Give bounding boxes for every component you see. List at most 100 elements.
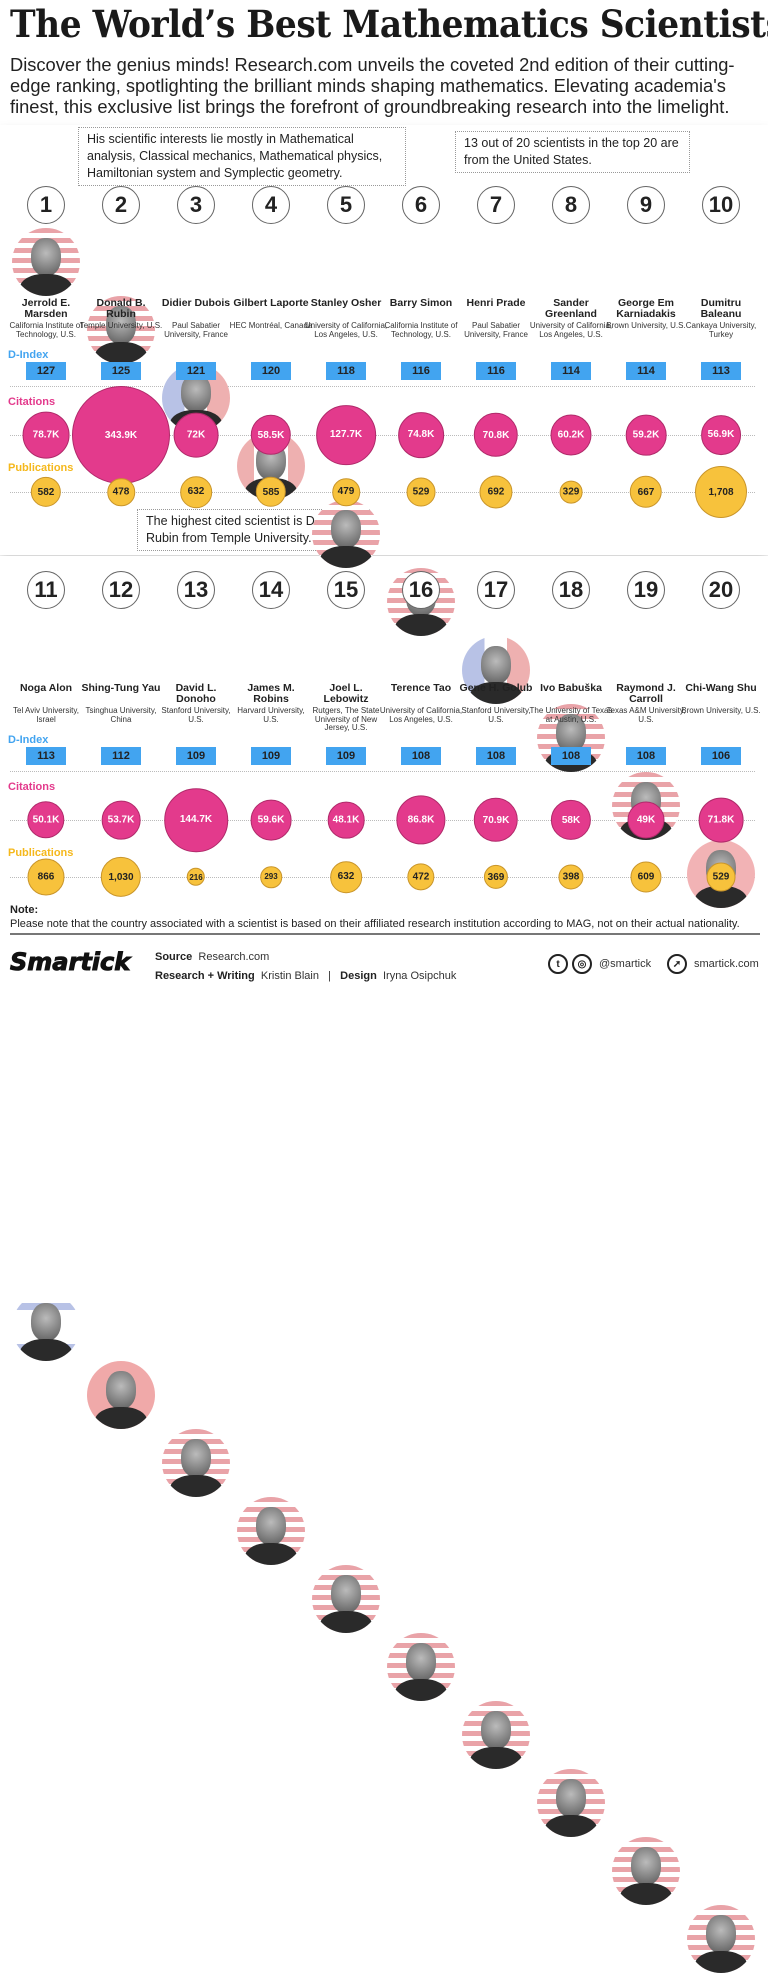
social-handle[interactable]: @smartick [599, 958, 652, 970]
scientist-affiliation: California Institute of Technology, U.S. [9, 321, 83, 339]
rank-badge: 1 [27, 186, 65, 224]
portrait-head [181, 1439, 211, 1477]
portrait-head [556, 714, 586, 752]
citations-bubble: 58K [550, 799, 592, 841]
scientist-name: George Em Karniadakis [616, 297, 676, 320]
publications-bubble: 667 [629, 475, 663, 509]
instagram-icon[interactable]: ◎ [572, 954, 592, 974]
scientist-name: Dumitru Baleanu [700, 297, 742, 320]
scientist-affiliation: The University of Texas at Austin, U.S. [529, 706, 613, 724]
divider-line [10, 386, 755, 387]
citations-bubble: 70.8K [473, 412, 519, 458]
portrait-head [331, 1575, 361, 1613]
scientist-affiliation: Stanford University, U.S. [461, 706, 531, 724]
rank-badge: 5 [327, 186, 365, 224]
portrait-body [545, 1815, 597, 1837]
publications-bubble: 632 [330, 861, 362, 893]
page-title: The World’s Best Mathematics Scientists [10, 2, 768, 46]
publications-bubble: 1,708 [695, 466, 747, 518]
callout-marsden: His scientific interests lie mostly in M… [78, 127, 406, 186]
scientist-affiliation: Tsinghua University, China [85, 706, 157, 724]
portrait-head [631, 1847, 661, 1885]
rank-badge: 15 [327, 571, 365, 609]
portrait-head [106, 306, 136, 344]
scientist-photo [387, 1633, 455, 1701]
portrait-head [106, 1371, 136, 1409]
twitter-icon[interactable]: t [548, 954, 568, 974]
rank-badge: 11 [27, 571, 65, 609]
scientist-photo [237, 1497, 305, 1565]
citations-bubble: 86.8K [396, 795, 446, 845]
callout-us-count: 13 out of 20 scientists in the top 20 ar… [455, 131, 690, 173]
publications-bubble: 398 [558, 864, 584, 890]
portrait-body [695, 886, 747, 908]
portrait-head [256, 1507, 286, 1545]
publications-bubble: 478 [107, 478, 135, 506]
portrait-head [331, 510, 361, 548]
portrait-body [170, 1475, 222, 1497]
publications-bubble: 329 [559, 480, 583, 504]
rank-badge: 6 [402, 186, 440, 224]
d-index-value: 109 [251, 747, 291, 765]
publications-label: Publications [8, 462, 74, 474]
scientist-name: James M. Robins [247, 682, 295, 705]
citations-bubble: 60.2K [550, 414, 592, 456]
scientist-name: Noga Alon [19, 682, 73, 694]
rank-badge: 10 [702, 186, 740, 224]
citations-bubble: 127.7K [316, 405, 376, 465]
rank-badge: 12 [102, 571, 140, 609]
portrait-body [620, 1883, 672, 1905]
website-link[interactable]: smartick.com [694, 958, 759, 970]
scientist-name: Stanley Osher [310, 297, 382, 309]
scientist-photo [87, 296, 155, 364]
scientist-photo [12, 228, 80, 296]
note-heading: Note: [10, 904, 39, 916]
intro-text: Discover the genius minds! Research.com … [10, 54, 735, 117]
d-index-value: 120 [251, 362, 291, 380]
divider-line [10, 820, 755, 821]
scientist-name: Gene H. Golub [459, 682, 533, 694]
citations-bubble: 71.8K [698, 797, 744, 843]
divider [10, 933, 760, 935]
publications-bubble: 216 [186, 867, 206, 887]
scientist-affiliation: Cankaya University, Turkey [685, 321, 757, 339]
rank-badge: 3 [177, 186, 215, 224]
citations-bubble: 72K [173, 412, 219, 458]
scientist-affiliation: Temple University, U.S. [79, 321, 163, 330]
scientist-affiliation: Paul Sabatier University, France [164, 321, 228, 339]
publications-bubble: 585 [255, 476, 287, 508]
citations-label: Citations [8, 781, 56, 793]
d-index-value: 108 [476, 747, 516, 765]
portrait-head [706, 1915, 736, 1953]
divider-line [10, 492, 755, 493]
scientist-photo [312, 1565, 380, 1633]
d-index-label: D-Index [8, 349, 49, 361]
portrait-body [470, 682, 522, 704]
scientist-affiliation: Stanford University, U.S. [161, 706, 231, 724]
publications-bubble: 369 [483, 864, 509, 890]
rank-badge: 18 [552, 571, 590, 609]
rank-badge: 14 [252, 571, 290, 609]
d-index-value: 127 [26, 362, 66, 380]
smartick-logo: Smartick [9, 948, 131, 977]
publications-bubble: 582 [30, 476, 62, 508]
citations-bubble: 70.9K [473, 797, 519, 843]
citations-bubble: 58.5K [250, 414, 292, 456]
rank-badge: 4 [252, 186, 290, 224]
source-line: Source Research.com [155, 951, 269, 963]
source-label: Source [155, 951, 193, 963]
publications-bubble: 1,030 [100, 856, 142, 898]
scientist-photo [462, 636, 530, 704]
d-index-value: 106 [701, 747, 741, 765]
writing-label: Research + Writing [155, 970, 255, 982]
rank-badge: 9 [627, 186, 665, 224]
writing-value: Kristin Blain [260, 970, 319, 982]
rank-badge: 20 [702, 571, 740, 609]
divider-line [10, 435, 755, 436]
portrait-body [320, 546, 372, 568]
d-index-value: 112 [101, 747, 141, 765]
portrait-body [20, 1339, 72, 1361]
citations-label: Citations [8, 396, 56, 408]
publications-bubble: 293 [260, 866, 282, 888]
rank-badge: 16 [402, 571, 440, 609]
